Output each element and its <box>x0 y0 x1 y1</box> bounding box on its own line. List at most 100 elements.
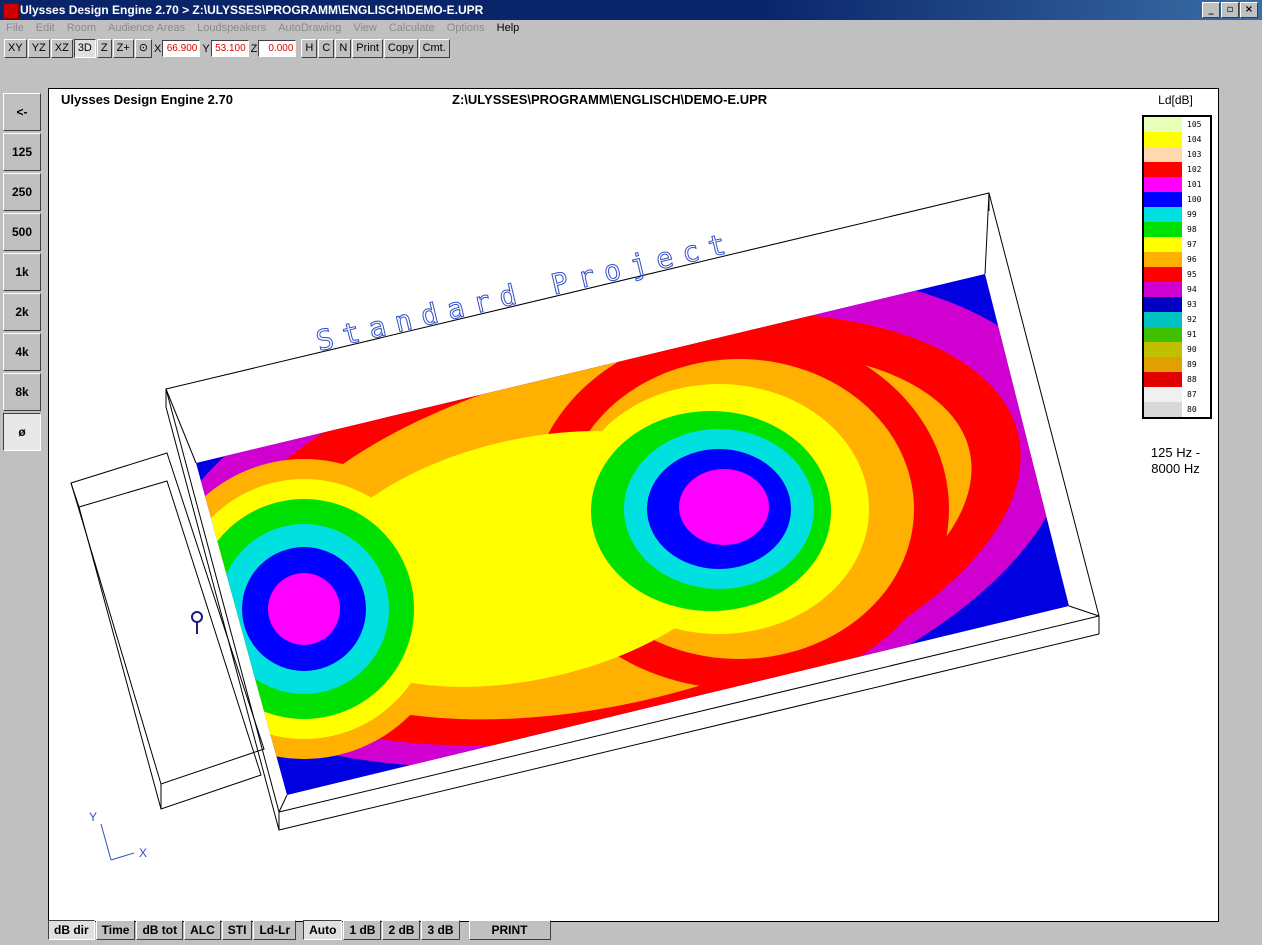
n-button[interactable]: N <box>335 39 352 58</box>
legend-value: 92 <box>1187 315 1197 324</box>
view-zplus-button[interactable]: Z+ <box>112 39 134 58</box>
legend-value: 90 <box>1187 345 1197 354</box>
color-legend: 105 104 103 102 101 100 99 98 97 96 95 94 93 92 91 90 89… <box>1142 115 1212 419</box>
y-coordinate-field[interactable]: 53.100 <box>210 40 249 57</box>
menu-calculate[interactable]: Calculate <box>388 22 435 34</box>
menu-room[interactable]: Room <box>66 22 97 34</box>
legend-row: 94 <box>1144 282 1210 297</box>
view-z-button[interactable]: Z <box>96 39 112 58</box>
maximize-button[interactable]: ▫ <box>1221 2 1239 18</box>
toolbar: XY YZ XZ 3D Z Z+ ⊙ X 66.900 Y 53.100 Z 0… <box>4 38 451 59</box>
legend-row: 90 <box>1144 342 1210 357</box>
legend-value: 88 <box>1187 375 1197 384</box>
plot-canvas[interactable]: Ulysses Design Engine 2.70 Z:\ULYSSES\PR… <box>48 88 1135 922</box>
legend-swatch <box>1144 342 1182 357</box>
view-center-button[interactable]: ⊙ <box>134 39 152 58</box>
freq-1k-button[interactable]: 1k <box>3 253 41 291</box>
freq-500-button[interactable]: 500 <box>3 213 41 251</box>
auto-scale-button[interactable]: Auto <box>303 920 343 940</box>
legend-row: 105 <box>1144 117 1210 132</box>
legend-frequency-range: 125 Hz - 8000 Hz <box>1150 445 1201 476</box>
freq-2k-button[interactable]: 2k <box>3 293 41 331</box>
step-3db-button[interactable]: 3 dB <box>421 920 460 940</box>
legend-swatch <box>1144 372 1182 387</box>
menu-view[interactable]: View <box>353 22 377 34</box>
project-label: Standard Project <box>313 225 739 357</box>
freq-8k-button[interactable]: 8k <box>3 373 41 411</box>
canvas-app-title: Ulysses Design Engine 2.70 <box>61 92 233 107</box>
ld-lr-button[interactable]: Ld-Lr <box>253 920 297 940</box>
legend-value: 100 <box>1187 195 1202 204</box>
app-icon[interactable] <box>3 3 19 19</box>
sti-button[interactable]: STI <box>221 920 253 940</box>
back-button[interactable]: <- <box>3 93 41 131</box>
legend-swatch <box>1144 267 1182 282</box>
legend-title: Ld[dB] <box>1158 93 1193 107</box>
legend-swatch <box>1144 357 1182 372</box>
time-button[interactable]: Time <box>95 920 136 940</box>
minimize-button[interactable]: _ <box>1202 2 1220 18</box>
menu-file[interactable]: File <box>6 22 24 34</box>
view-xy-button[interactable]: XY <box>4 39 27 58</box>
z-coordinate-field[interactable]: 0.000 <box>258 40 297 57</box>
legend-row: 100 <box>1144 192 1210 207</box>
legend-value: 94 <box>1187 285 1197 294</box>
axis-y-label: Y <box>89 810 97 824</box>
legend-swatch <box>1144 192 1182 207</box>
x-coordinate-field[interactable]: 66.900 <box>162 40 201 57</box>
legend-value: 98 <box>1187 225 1197 234</box>
legend-swatch <box>1144 282 1182 297</box>
legend-row: 93 <box>1144 297 1210 312</box>
step-2db-button[interactable]: 2 dB <box>382 920 421 940</box>
print-map-button[interactable]: PRINT <box>468 920 551 940</box>
view-3d-button[interactable]: 3D <box>73 39 96 58</box>
x-label: X <box>153 42 162 55</box>
legend-swatch <box>1144 132 1182 147</box>
db-direct-button[interactable]: dB dir <box>48 920 95 940</box>
menu-help[interactable]: Help <box>496 22 520 34</box>
freq-4k-button[interactable]: 4k <box>3 333 41 371</box>
legend-row: 92 <box>1144 312 1210 327</box>
h-button[interactable]: H <box>301 39 318 58</box>
stage-outline <box>70 452 265 810</box>
db-total-button[interactable]: dB tot <box>136 920 184 940</box>
comment-button[interactable]: Cmt. <box>418 39 450 58</box>
axes-icon <box>100 823 135 861</box>
legend-swatch <box>1144 162 1182 177</box>
loudspeaker-icon[interactable] <box>191 611 203 634</box>
legend-swatch <box>1144 252 1182 267</box>
freq-125-button[interactable]: 125 <box>3 133 41 171</box>
legend-value: 91 <box>1187 330 1197 339</box>
freq-250-button[interactable]: 250 <box>3 173 41 211</box>
legend-swatch <box>1144 177 1182 192</box>
c-button[interactable]: C <box>318 39 335 58</box>
legend-swatch <box>1144 387 1182 402</box>
alc-button[interactable]: ALC <box>184 920 221 940</box>
menu-audience-areas[interactable]: Audience Areas <box>108 22 186 34</box>
copy-button[interactable]: Copy <box>383 39 418 58</box>
legend-row: 104 <box>1144 132 1210 147</box>
legend-swatch <box>1144 117 1182 132</box>
window-title: Ulysses Design Engine 2.70 > Z:\ULYSSES\… <box>20 3 484 17</box>
legend-row: 96 <box>1144 252 1210 267</box>
print-button[interactable]: Print <box>352 39 383 58</box>
legend-value: 97 <box>1187 240 1197 249</box>
legend-row: 103 <box>1144 147 1210 162</box>
menu-loudspeakers[interactable]: Loudspeakers <box>197 22 267 34</box>
menu-edit[interactable]: Edit <box>35 22 55 34</box>
freq-average-button[interactable]: ø <box>3 413 41 451</box>
z-label: Z <box>250 42 258 55</box>
view-xz-button[interactable]: XZ <box>50 39 73 58</box>
legend-value: 105 <box>1187 120 1202 129</box>
menu-autodrawing[interactable]: AutoDrawing <box>278 22 342 34</box>
step-1db-button[interactable]: 1 dB <box>343 920 382 940</box>
legend-value: 89 <box>1187 360 1197 369</box>
legend-value: 101 <box>1187 180 1202 189</box>
menu-options[interactable]: Options <box>446 22 485 34</box>
legend-swatch <box>1144 147 1182 162</box>
room-outline <box>165 192 1100 831</box>
legend-row: 101 <box>1144 177 1210 192</box>
view-yz-button[interactable]: YZ <box>27 39 50 58</box>
close-button[interactable]: × <box>1240 2 1258 18</box>
legend-swatch <box>1144 297 1182 312</box>
